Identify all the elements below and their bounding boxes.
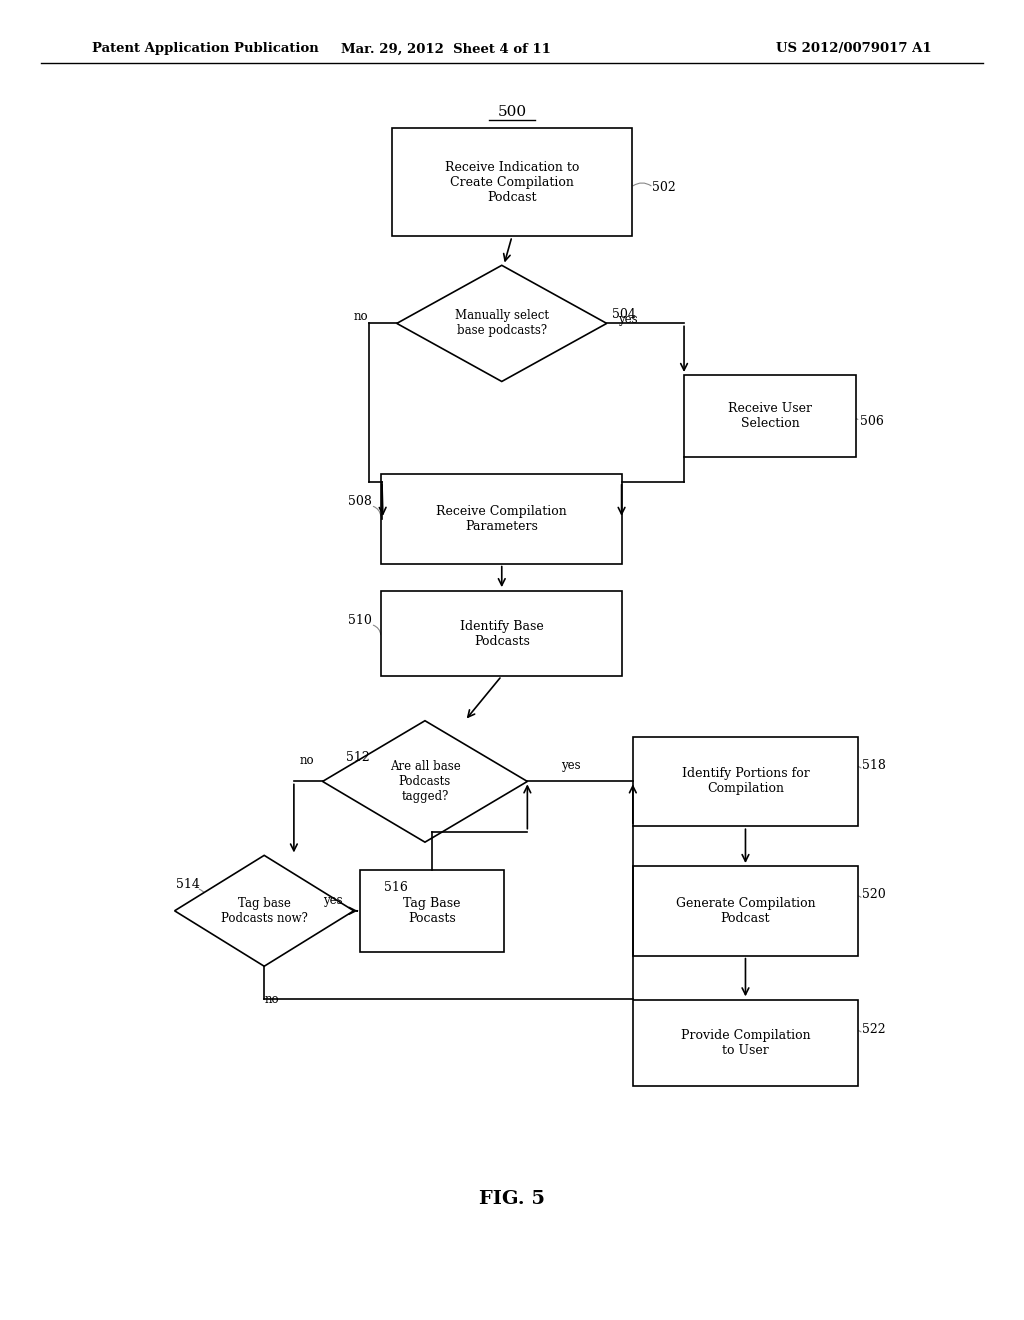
Text: 508: 508 — [348, 495, 372, 508]
Text: Receive User
Selection: Receive User Selection — [728, 401, 812, 430]
Text: 506: 506 — [860, 414, 884, 428]
Text: Tag Base
Pocasts: Tag Base Pocasts — [403, 896, 461, 925]
Text: Tag base
Podcasts now?: Tag base Podcasts now? — [221, 896, 307, 925]
FancyBboxPatch shape — [633, 866, 858, 956]
Text: Generate Compilation
Podcast: Generate Compilation Podcast — [676, 896, 815, 925]
Text: 512: 512 — [346, 751, 370, 764]
Text: 516: 516 — [384, 880, 408, 894]
Text: US 2012/0079017 A1: US 2012/0079017 A1 — [776, 42, 932, 55]
Text: yes: yes — [618, 313, 638, 326]
Polygon shape — [174, 855, 354, 966]
Text: Mar. 29, 2012  Sheet 4 of 11: Mar. 29, 2012 Sheet 4 of 11 — [341, 42, 550, 55]
Text: yes: yes — [561, 759, 581, 772]
FancyBboxPatch shape — [633, 1001, 858, 1085]
Polygon shape — [397, 265, 606, 381]
FancyBboxPatch shape — [391, 128, 632, 236]
FancyBboxPatch shape — [360, 870, 504, 952]
Text: 510: 510 — [348, 614, 372, 627]
Text: 500: 500 — [498, 106, 526, 119]
FancyBboxPatch shape — [633, 737, 858, 826]
Text: no: no — [264, 993, 279, 1006]
Text: Are all base
Podcasts
tagged?: Are all base Podcasts tagged? — [389, 760, 461, 803]
Text: Identify Base
Podcasts: Identify Base Podcasts — [460, 619, 544, 648]
Text: 502: 502 — [652, 181, 676, 194]
Text: 504: 504 — [612, 308, 636, 321]
Text: Provide Compilation
to User: Provide Compilation to User — [681, 1028, 810, 1057]
Text: Receive Compilation
Parameters: Receive Compilation Parameters — [436, 504, 567, 533]
Text: 514: 514 — [176, 878, 200, 891]
Text: 520: 520 — [862, 888, 886, 902]
Text: 518: 518 — [862, 759, 886, 772]
Text: yes: yes — [323, 894, 342, 907]
Text: FIG. 5: FIG. 5 — [479, 1189, 545, 1208]
Text: no: no — [353, 310, 368, 323]
FancyBboxPatch shape — [381, 591, 622, 676]
FancyBboxPatch shape — [684, 375, 856, 457]
Text: Receive Indication to
Create Compilation
Podcast: Receive Indication to Create Compilation… — [444, 161, 580, 203]
Text: Manually select
base podcasts?: Manually select base podcasts? — [455, 309, 549, 338]
Text: 522: 522 — [862, 1023, 886, 1036]
FancyBboxPatch shape — [381, 474, 622, 564]
Text: Patent Application Publication: Patent Application Publication — [92, 42, 318, 55]
Text: no: no — [300, 754, 314, 767]
Polygon shape — [323, 721, 527, 842]
Text: Identify Portions for
Compilation: Identify Portions for Compilation — [682, 767, 809, 796]
